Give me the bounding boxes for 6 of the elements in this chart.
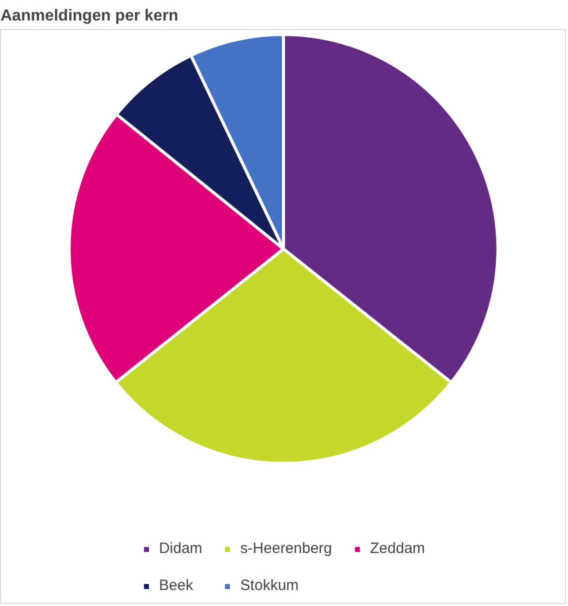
legend-label: Didam <box>158 540 202 557</box>
chart-title: Aanmeldingen per kern <box>0 8 178 24</box>
legend-label: Zeddam <box>370 540 426 557</box>
legend-label: Beek <box>158 577 194 594</box>
legend-label: Stokkum <box>240 577 299 594</box>
legend-label: s-Heerenberg <box>240 540 332 557</box>
